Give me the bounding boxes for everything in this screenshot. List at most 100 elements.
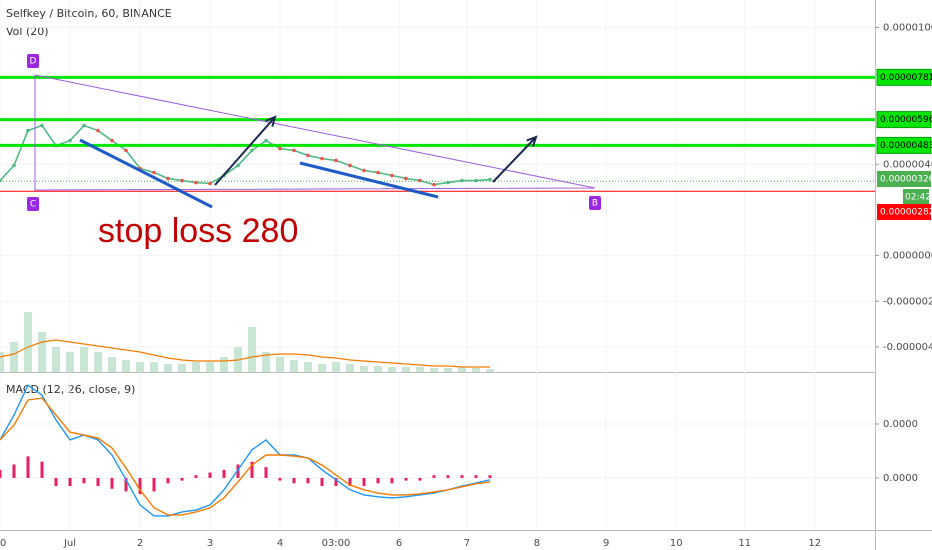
price-point [250, 148, 254, 153]
point-label: C [30, 200, 36, 210]
level-label-box [876, 111, 932, 129]
volume-bar [150, 362, 158, 372]
histogram-bar [292, 477, 296, 484]
x-tick-label: Jul [63, 538, 76, 549]
histogram-bar [82, 477, 86, 484]
price-point [26, 128, 30, 133]
histogram-bar [40, 461, 44, 478]
annotation-text: stop loss 280 [98, 212, 298, 250]
countdown-box [903, 189, 929, 204]
y-tick-label: 0.0000 [883, 473, 918, 484]
histogram-bar [208, 472, 212, 478]
price-point [460, 178, 464, 183]
price-point [40, 123, 44, 128]
price-point [278, 146, 282, 151]
price-point [124, 148, 128, 153]
volume-bar [52, 347, 60, 372]
histogram-bar [152, 477, 156, 492]
price-point [432, 182, 436, 187]
x-tick-label: 2 [137, 538, 143, 549]
x-tick-label: 3 [207, 538, 213, 549]
volume-ma [0, 339, 490, 368]
histogram-bar [376, 477, 380, 484]
histogram-bar [488, 475, 492, 478]
x-tick-label: 30 [0, 538, 6, 549]
volume-bar [402, 367, 410, 372]
histogram-bar [334, 477, 338, 487]
point-label: B [592, 199, 598, 209]
volume-bar [122, 360, 130, 372]
histogram-bar [250, 461, 254, 478]
price-point [362, 168, 366, 173]
volume-bar [136, 362, 144, 372]
histogram-bar [320, 477, 324, 487]
x-tick-label: 11 [738, 538, 751, 549]
y-tick-label: 0.00000400 [883, 159, 932, 170]
point-label: D [30, 57, 37, 67]
volume-bar [108, 357, 116, 372]
volume-bar [164, 364, 172, 372]
volume-bar [486, 369, 494, 372]
histogram-bar [278, 477, 282, 481]
volume-bar [290, 360, 298, 372]
point-label-box [589, 196, 601, 210]
volume-bar [0, 352, 4, 372]
histogram-bar [446, 475, 450, 478]
price-point [404, 176, 408, 181]
price-point [82, 123, 86, 128]
histogram-bar [166, 477, 170, 484]
volume-bar [472, 368, 480, 372]
volume-bar [332, 362, 340, 372]
price-point [376, 170, 380, 175]
price-point [306, 153, 310, 158]
volume-bar [66, 352, 74, 372]
volume-bar [220, 357, 228, 372]
volume-bar [416, 367, 424, 372]
histogram-bar [12, 464, 16, 478]
level-label: 0.00000483 [880, 141, 932, 151]
histogram-bar [110, 477, 114, 489]
price-point [474, 178, 478, 183]
volume-bar [24, 312, 32, 372]
level-label: 0.00000596 [880, 115, 932, 125]
histogram-bar [54, 477, 58, 487]
histogram-bar [194, 475, 198, 478]
x-tick-label: 8 [534, 538, 540, 549]
countdown: 02:42 [905, 193, 931, 203]
volume-bar [430, 368, 438, 372]
level-label: 0.00000282 [880, 208, 932, 218]
price-point [180, 178, 184, 183]
volume-bar [374, 366, 382, 372]
price-point [418, 178, 422, 183]
level-label-box [877, 171, 931, 187]
arrow-head [526, 135, 538, 147]
histogram-bar [348, 477, 352, 487]
point-label-box [27, 197, 39, 211]
price-line [0, 124, 491, 186]
y-tick-label: 0.00000000 [883, 251, 932, 262]
price-point [348, 163, 352, 168]
y-tick-label: -0.00000200 [883, 296, 932, 307]
x-tick-label: 9 [603, 538, 609, 549]
histogram-bar [236, 464, 240, 478]
histogram-bar [264, 467, 268, 478]
price-point [292, 148, 296, 153]
histogram-bar [26, 456, 30, 478]
volume-bar [346, 364, 354, 372]
volume-bar [206, 362, 214, 372]
price-point [96, 128, 100, 133]
price-point [110, 138, 114, 143]
histogram-bar [124, 477, 128, 492]
histogram-bar [460, 475, 464, 478]
x-tick-label: 7 [464, 538, 470, 549]
x-tick-label: 03:00 [322, 538, 351, 549]
histogram-bar [68, 477, 72, 487]
level-label: 0.00000326 [880, 175, 932, 185]
price-point [320, 156, 324, 161]
y-tick-label: -0.00000400 [883, 342, 932, 353]
volume-bar [178, 364, 186, 372]
trend-line [299, 161, 439, 199]
volume-bar [458, 367, 466, 372]
y-tick-label: 0.0000 [883, 419, 918, 430]
volume-bar [444, 368, 452, 372]
